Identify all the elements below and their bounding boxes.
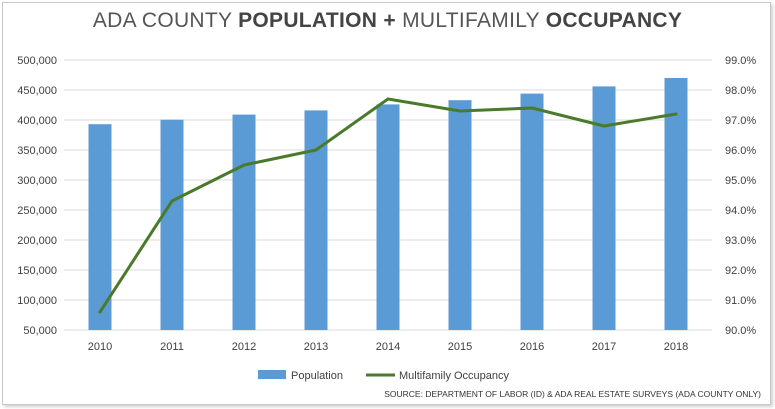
y-tick-label: 150,000	[17, 265, 57, 277]
occupancy-point	[602, 124, 606, 128]
y2-tick-label: 98.0%	[725, 85, 756, 97]
y2-tick-label: 96.0%	[725, 145, 756, 157]
x-tick-label: 2015	[448, 341, 472, 353]
y-tick-label: 250,000	[17, 205, 57, 217]
bar	[376, 104, 400, 331]
x-tick-label: 2011	[160, 341, 184, 353]
y-tick-label: 450,000	[17, 85, 57, 97]
occupancy-point	[530, 106, 534, 110]
occupancy-point	[386, 97, 390, 101]
y-tick-label: 300,000	[17, 175, 57, 187]
bar	[88, 124, 112, 330]
y-tick-label: 350,000	[17, 145, 57, 157]
y2-tick-label: 92.0%	[725, 265, 756, 277]
x-tick-label: 2013	[304, 341, 328, 353]
title-part: +	[377, 9, 403, 32]
title-part: OCCUPANCY	[545, 9, 683, 32]
y-tick-label: 400,000	[17, 115, 57, 127]
occupancy-point	[674, 112, 678, 116]
x-tick-label: 2016	[520, 341, 544, 353]
x-tick-label: 2017	[592, 341, 616, 353]
y-tick-label: 200,000	[17, 235, 57, 247]
x-tick-label: 2012	[232, 341, 256, 353]
bar	[160, 119, 184, 330]
x-tick-label: 2018	[664, 341, 688, 353]
y2-tick-label: 93.0%	[725, 235, 756, 247]
occupancy-point	[242, 163, 246, 167]
y-tick-label: 100,000	[17, 295, 57, 307]
chart-title: ADA COUNTY POPULATION + MULTIFAMILY OCCU…	[0, 9, 775, 33]
x-tick-label: 2010	[88, 341, 112, 353]
legend-label-population: Population	[291, 370, 343, 382]
y2-tick-label: 95.0%	[725, 175, 756, 187]
y2-tick-label: 91.0%	[725, 295, 756, 307]
chart-source: SOURCE: DEPARTMENT OF LABOR (ID) & ADA R…	[384, 389, 761, 399]
bar	[232, 114, 256, 330]
y2-tick-label: 90.0%	[725, 325, 756, 337]
bar	[592, 86, 616, 331]
y2-tick-label: 99.0%	[725, 55, 756, 67]
y-tick-label: 500,000	[17, 55, 57, 67]
bar	[520, 93, 544, 330]
legend-swatch-population	[258, 370, 286, 379]
occupancy-point	[98, 310, 102, 314]
y2-tick-label: 94.0%	[725, 205, 756, 217]
y2-tick-label: 97.0%	[725, 115, 756, 127]
title-part: ADA COUNTY	[92, 9, 239, 32]
y-tick-label: 50,000	[23, 325, 57, 337]
bar	[304, 110, 328, 331]
occupancy-point	[458, 109, 462, 113]
legend-label-occupancy: Multifamily Occupancy	[399, 370, 510, 382]
x-tick-label: 2014	[376, 341, 400, 353]
bar	[448, 100, 472, 330]
occupancy-point	[170, 199, 174, 203]
bar	[664, 78, 688, 330]
title-part: MULTIFAMILY	[402, 9, 546, 32]
occupancy-point	[314, 148, 318, 152]
title-part: POPULATION	[238, 9, 378, 32]
